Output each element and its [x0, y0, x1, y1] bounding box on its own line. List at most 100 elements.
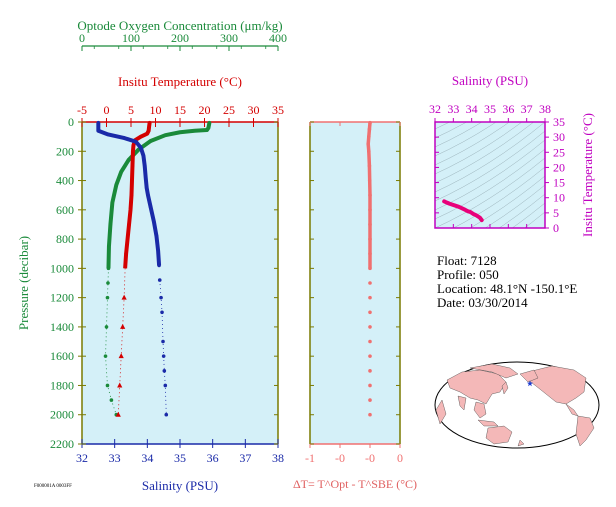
oxygen-axis-title: Optode Oxygen Concentration (μm/kg): [77, 18, 282, 33]
pressure-tick-label: 1800: [50, 378, 74, 392]
delta-t-point: [367, 127, 372, 132]
map-land-india: [457, 395, 467, 411]
delta-t-tick-label: -0: [335, 451, 345, 465]
temperature-tick-label: 5: [128, 103, 134, 117]
isopycnal-line: [435, 122, 468, 139]
temperature-point: [130, 164, 135, 168]
map-land-japan: [501, 381, 509, 395]
temperature-tick-label: 30: [248, 103, 260, 117]
delta-t-point: [368, 310, 372, 315]
isopycnal-line: [435, 148, 545, 220]
map-land-australia: [485, 425, 513, 445]
delta-t-point: [368, 281, 372, 285]
salinity-point: [96, 120, 101, 125]
temperature-tick-label: -5: [77, 103, 87, 117]
delta-t-point: [368, 325, 372, 329]
oxygen-tick-label: 100: [122, 31, 140, 45]
delta-t-point: [368, 354, 372, 358]
isopycnal-line: [435, 122, 451, 130]
temperature-point: [129, 193, 134, 197]
temperature-tick-label: 15: [174, 103, 186, 117]
float-id: Float: 7128: [437, 253, 497, 268]
oxygen-tick-label: 300: [220, 31, 238, 45]
oxygen-point: [207, 120, 212, 125]
salinity-point: [144, 186, 149, 190]
temperature-tick-label: 35: [272, 103, 284, 117]
delta-t-point: [368, 266, 372, 271]
delta-t-point: [368, 237, 372, 241]
pressure-tick-label: 200: [56, 144, 74, 158]
delta-t-point: [368, 208, 372, 212]
temperature-tick-label: 25: [223, 103, 235, 117]
temperature-axis: -5 0 5 10 15 20 25 30 35: [77, 103, 284, 127]
salinity-tick-label: 32: [76, 451, 88, 465]
temperature-tick-label: 0: [104, 103, 110, 117]
main-panel: 0 100 200 300 400 -5 0 5 10 15 20 25 30 35 32 33 34 35 3…: [50, 31, 287, 465]
isopycnal-line: [435, 122, 497, 157]
ts-y-tick-label: 5: [553, 206, 559, 220]
salinity-axis: 32 33 34 35 36 37 38: [76, 439, 284, 465]
isopycnal-line: [435, 32, 545, 102]
salinity-point: [139, 145, 143, 150]
pressure-axis: 0 200 400 600 800 1000 1200 1400 1600 1800 2000 220…: [50, 115, 278, 451]
oxygen-point: [178, 130, 182, 135]
oxygen-point: [205, 128, 209, 132]
salinity-point: [157, 263, 161, 268]
ts-y-tick-label: 0: [553, 221, 559, 235]
delta-t-tick-label: 0: [397, 451, 403, 465]
map-land: [435, 363, 595, 447]
ts-salinity-axis-title: Salinity (PSU): [452, 73, 528, 88]
pressure-tick-label: 2000: [50, 408, 74, 422]
temperature-point: [115, 411, 121, 417]
delta-t-axis-title: ΔT= T^Opt - T^SBE (°C): [293, 477, 417, 491]
temperature-point: [131, 143, 136, 148]
profile-series: [96, 120, 212, 417]
ts-x-tick-label: 32: [429, 102, 441, 116]
map-land-africa-edge: [435, 399, 447, 425]
blue-star-icon: [526, 380, 533, 387]
footer-code: F000001A 0003FF: [34, 484, 72, 489]
world-map: [434, 361, 600, 449]
temperature-point: [124, 251, 128, 256]
pressure-tick-label: 1000: [50, 261, 74, 275]
map-land-alaska: [519, 369, 539, 383]
oxygen-tick-label: 200: [171, 31, 189, 45]
salinity-point: [142, 164, 147, 168]
salinity-tick-label: 35: [174, 451, 186, 465]
isopycnal-line: [435, 122, 545, 193]
salinity-point: [154, 234, 159, 238]
map-land-south-america: [575, 415, 595, 447]
pressure-axis-title: Pressure (decibar): [16, 236, 31, 330]
salinity-deep-line: [159, 280, 167, 415]
ts-x-tick-label: 36: [502, 102, 514, 116]
ts-curve: [442, 199, 484, 223]
salinity-point: [159, 295, 163, 300]
delta-t-point: [367, 149, 371, 154]
isopycnal-line: [435, 122, 483, 148]
temperature-point: [120, 323, 126, 329]
temperature-point: [147, 120, 152, 125]
delta-t-frame: [309, 121, 401, 445]
oxygen-tick-label: 0: [79, 31, 85, 45]
pressure-tick-label: 800: [56, 232, 74, 246]
delta-t-point: [366, 142, 371, 146]
delta-t-series: [366, 120, 372, 417]
salinity-axis-title: Salinity (PSU): [142, 478, 218, 493]
oxygen-point: [126, 158, 131, 162]
date: Date: 03/30/2014: [437, 295, 528, 310]
delta-t-panel-background: [310, 122, 400, 444]
isopycnal-line: [469, 175, 545, 228]
isopycnal-line: [435, 122, 510, 166]
delta-t-point: [368, 369, 372, 373]
ts-x-tick-label: 35: [484, 102, 496, 116]
ts-x-tick-label: 38: [539, 102, 551, 116]
main-panel-background: [82, 122, 278, 444]
delta-t-point: [368, 398, 372, 402]
oxygen-point: [106, 281, 110, 285]
map-land-indonesia: [477, 419, 499, 427]
ts-y-tick-label: 35: [553, 115, 565, 129]
ts-y-tick-label: 10: [553, 191, 565, 205]
temperature-point: [139, 134, 143, 139]
